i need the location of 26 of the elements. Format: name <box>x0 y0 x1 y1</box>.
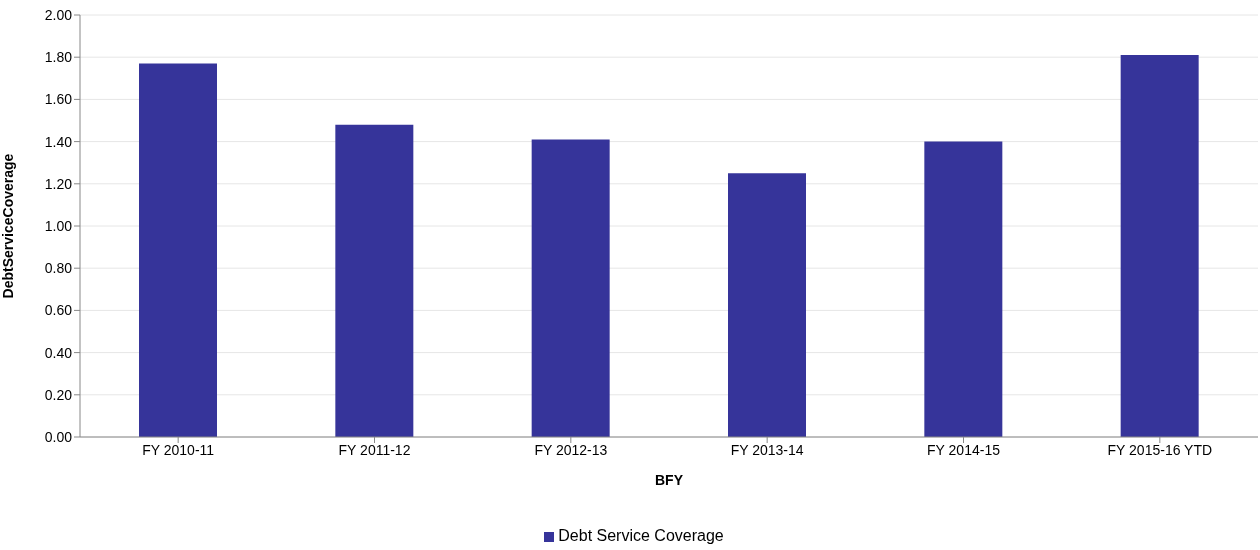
bar <box>1120 55 1199 437</box>
x-axis-title: BFY <box>655 472 684 488</box>
legend-label: Debt Service Coverage <box>558 527 724 544</box>
bar <box>335 124 414 437</box>
y-tick-label: 0.40 <box>44 344 73 361</box>
x-tick-label: FY 2010-11 <box>142 441 215 458</box>
x-tick-label: FY 2014-15 <box>927 441 1001 458</box>
y-axis-title: DebtServiceCoverage <box>0 153 16 299</box>
x-tick-label: FY 2011-12 <box>338 441 411 458</box>
y-tick-label: 0.20 <box>44 386 73 403</box>
bar <box>924 141 1003 437</box>
bar <box>139 63 217 437</box>
y-tick-label: 2.00 <box>44 6 73 23</box>
y-tick-label: 1.40 <box>44 133 73 150</box>
y-tick-label: 1.20 <box>44 175 73 192</box>
x-tick-label: FY 2013-14 <box>730 441 804 458</box>
bar <box>728 173 806 437</box>
bar <box>531 139 610 437</box>
y-tick-label: 0.00 <box>44 428 73 445</box>
y-tick-label: 0.80 <box>44 260 73 277</box>
y-tick-label: 1.80 <box>44 49 73 66</box>
y-tick-label: 1.60 <box>44 91 73 108</box>
y-tick-label: 0.60 <box>44 302 73 319</box>
y-tick-label: 1.00 <box>44 217 73 234</box>
x-tick-label: FY 2015-16 YTD <box>1107 441 1213 458</box>
x-tick-label: FY 2012-13 <box>534 441 608 458</box>
